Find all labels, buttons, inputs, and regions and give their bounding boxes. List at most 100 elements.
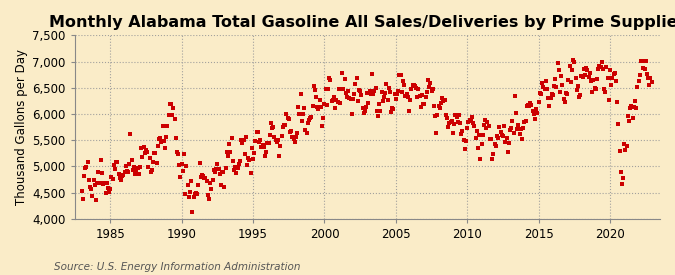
Point (230, 165, 240, 169)
Point (190, 191, 201, 195)
Point (310, 87, 321, 92)
Point (342, 95, 352, 99)
Point (426, 89, 437, 94)
Point (376, 89, 387, 94)
Point (632, 85, 643, 89)
Point (79, 174, 90, 178)
Point (333, 87, 344, 91)
Point (430, 114, 441, 118)
Point (295, 92, 306, 97)
Point (578, 67, 589, 71)
Point (235, 159, 246, 163)
Point (407, 83, 418, 87)
Point (282, 116, 293, 120)
Point (120, 164, 131, 169)
Point (374, 102, 385, 106)
Point (254, 140, 265, 145)
Point (487, 156, 497, 161)
Point (213, 166, 224, 171)
Point (155, 135, 165, 140)
Point (80, 166, 90, 170)
Point (621, 144, 632, 148)
Point (468, 120, 479, 125)
Point (525, 101, 536, 105)
Point (510, 94, 520, 98)
Point (381, 81, 392, 86)
Point (524, 104, 535, 109)
Point (285, 130, 296, 134)
Point (571, 88, 582, 92)
Point (105, 187, 115, 192)
Point (456, 132, 466, 137)
Point (204, 197, 215, 202)
Point (512, 126, 522, 131)
Point (190, 192, 200, 196)
Point (321, 103, 332, 107)
Point (556, 73, 566, 78)
Point (392, 91, 402, 96)
Point (310, 95, 321, 100)
Point (475, 156, 486, 161)
Point (159, 146, 170, 151)
Point (331, 98, 342, 103)
Point (449, 122, 460, 127)
Point (474, 133, 485, 138)
Point (394, 73, 405, 78)
Point (168, 106, 179, 110)
Point (507, 118, 518, 123)
Point (550, 77, 561, 81)
Point (415, 105, 426, 109)
Point (240, 134, 251, 139)
Point (482, 120, 493, 124)
Point (633, 79, 644, 83)
Point (184, 195, 194, 199)
Point (246, 146, 257, 151)
Point (140, 148, 151, 152)
Point (643, 76, 653, 80)
Point (171, 150, 182, 155)
Point (460, 138, 471, 143)
Point (350, 81, 360, 86)
Point (288, 137, 299, 141)
Point (279, 122, 290, 127)
Point (360, 104, 371, 109)
Point (636, 59, 647, 63)
Point (639, 67, 650, 72)
Point (586, 78, 597, 83)
Point (299, 106, 310, 110)
Point (114, 176, 125, 180)
Point (109, 163, 119, 167)
Point (601, 64, 612, 69)
Point (488, 152, 499, 156)
Point (455, 120, 466, 125)
Point (275, 144, 286, 148)
Point (595, 65, 606, 70)
Point (92, 180, 103, 185)
Point (345, 97, 356, 102)
Point (159, 139, 169, 143)
Point (182, 183, 193, 187)
Point (611, 79, 622, 83)
Point (370, 86, 381, 90)
Point (491, 134, 502, 138)
Point (495, 130, 506, 134)
Point (502, 150, 513, 155)
Point (284, 117, 294, 121)
Point (118, 173, 129, 177)
Point (585, 71, 595, 76)
Point (348, 97, 358, 101)
Point (290, 140, 300, 144)
Point (577, 75, 588, 79)
Point (533, 100, 544, 104)
Point (150, 151, 161, 155)
Point (335, 86, 346, 91)
Point (568, 58, 578, 62)
Point (134, 172, 144, 177)
Point (544, 103, 555, 108)
Point (481, 125, 491, 130)
Point (480, 118, 491, 123)
Point (549, 84, 560, 89)
Point (93, 169, 104, 174)
Point (296, 119, 307, 123)
Point (356, 92, 367, 97)
